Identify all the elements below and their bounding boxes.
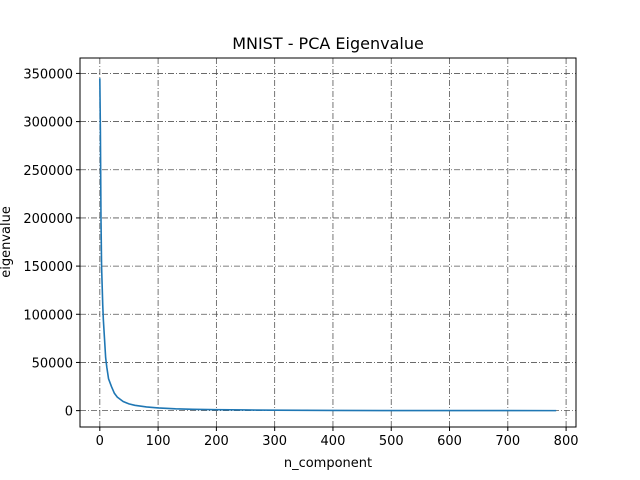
x-tick-label: 100 (146, 434, 171, 449)
y-tick-label: 150000 (23, 260, 73, 275)
y-tick-label: 0 (65, 405, 73, 420)
x-tick-label: 0 (96, 434, 104, 449)
x-tick-label: 700 (495, 434, 520, 449)
grid (80, 58, 576, 427)
y-tick-label: 300000 (23, 116, 73, 131)
y-tick-label: 250000 (23, 164, 73, 179)
series-layer (99, 78, 557, 412)
y-tick-label: 50000 (32, 356, 73, 371)
x-tick-label: 200 (204, 434, 229, 449)
x-axis-label: n_component (284, 456, 372, 471)
y-tick-label: 100000 (23, 308, 73, 323)
x-tick-label: 600 (437, 434, 462, 449)
y-tick-label: 350000 (23, 67, 73, 82)
x-tick-label: 400 (321, 434, 346, 449)
x-axis-ticks: 0 100 200 300 400 500 600 700 800 (96, 427, 579, 449)
x-tick-label: 500 (379, 434, 404, 449)
y-axis-label: eigenvalue (0, 206, 14, 278)
x-tick-label: 800 (554, 434, 579, 449)
x-tick-label: 300 (262, 434, 287, 449)
y-axis-ticks: 0 50000 100000 150000 200000 250000 300000 3500… (23, 67, 80, 420)
y-tick-label: 200000 (23, 212, 73, 227)
chart-title: MNIST - PCA Eigenvalue (232, 34, 424, 53)
axes-frame (79, 57, 577, 428)
series-line (99, 78, 557, 412)
